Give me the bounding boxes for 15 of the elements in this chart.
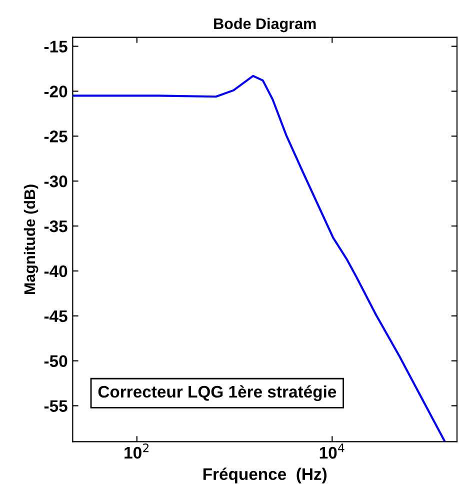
y-axis-title: Magnitude (dB) <box>24 184 38 294</box>
y-tick-label: -40 <box>44 265 68 278</box>
y-tick-label: -50 <box>44 355 68 368</box>
chart-title: Bode Diagram <box>214 18 316 32</box>
y-tick-label: -55 <box>44 400 68 412</box>
x-axis-title: Fréquence (Hz) <box>203 468 327 484</box>
y-tick-label: -45 <box>44 310 68 322</box>
y-tick-label: -20 <box>44 86 68 98</box>
x-tick-label: 10$^{2}$ <box>124 443 149 459</box>
y-tick-label: -25 <box>44 130 68 142</box>
annotation: Correcteur LQG 1ère stratégie <box>98 385 336 402</box>
y-tick-label: -35 <box>44 220 68 232</box>
x-tick-label: 10$^{4}$ <box>320 444 344 459</box>
y-tick-label: -30 <box>44 175 68 188</box>
y-tick-label: -15 <box>44 40 68 52</box>
